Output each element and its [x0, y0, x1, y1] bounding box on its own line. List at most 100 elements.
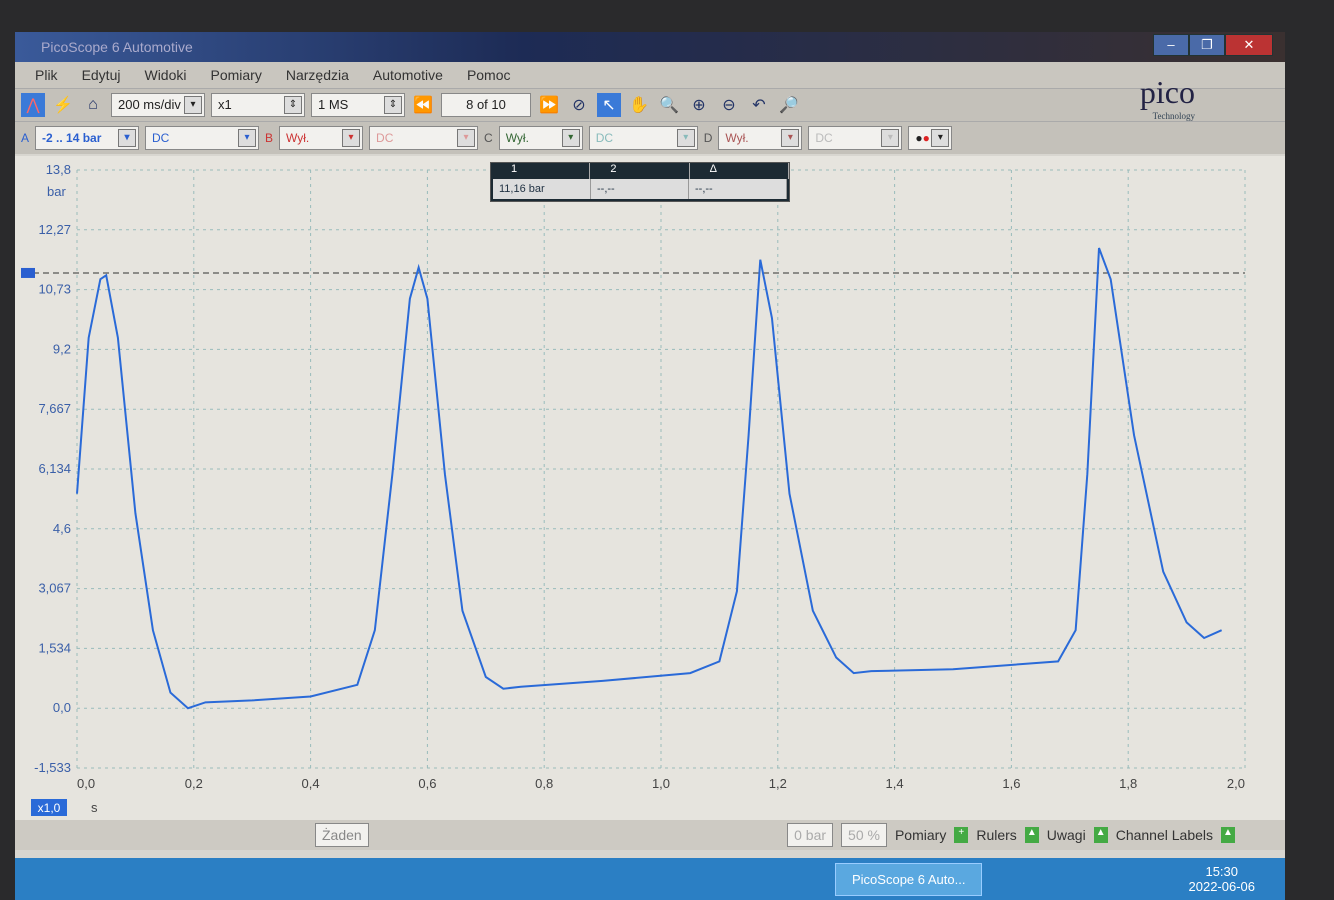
- ruler-header-2: 2: [590, 163, 690, 179]
- minimize-button[interactable]: –: [1153, 34, 1189, 56]
- ruler-handle: [21, 267, 35, 278]
- previous-buffer-icon[interactable]: ⏪: [413, 97, 433, 114]
- x-tick-label: 2,0: [1227, 776, 1245, 791]
- timebase-select[interactable]: 200 ms/div ▾: [111, 93, 205, 117]
- y-tick-label: 7,667: [38, 401, 71, 416]
- ruler-value-2: --,--: [591, 179, 689, 199]
- threshold-field[interactable]: 0 bar: [787, 823, 834, 847]
- pretrigger-field[interactable]: 50 %: [841, 823, 887, 847]
- channel-b-coupling[interactable]: DC ▾: [369, 126, 479, 150]
- bottom-toolbar: Żaden 0 bar 50 % Pomiary + Rulers ▲ Uwagi ▲…: [15, 820, 1285, 850]
- ruler-header-1: 1: [491, 163, 591, 179]
- hand-icon[interactable]: ✋: [629, 97, 649, 114]
- clock-date: 2022-06-06: [1188, 879, 1256, 894]
- system-tray: 15:30 2022-06-06: [1189, 864, 1256, 894]
- x-tick-label: 1,6: [1002, 776, 1020, 791]
- notes-toggle[interactable]: ▲: [1093, 827, 1108, 843]
- taskbar: PicoScope 6 Auto... 15:30 2022-06-06: [15, 858, 1285, 900]
- samples-stepper[interactable]: 1 MS ⇕: [311, 93, 405, 117]
- zoom-stepper[interactable]: x1 ⇕: [211, 93, 305, 117]
- channel-labels-label: Channel Labels: [1115, 827, 1213, 843]
- main-toolbar: ⋀ ⚡ ⌂ 200 ms/div ▾ x1 ⇕ 1 MS ⇕ ⏪ 8 of 10 ⏩ …: [15, 88, 1285, 121]
- y-tick-label: 10,73: [38, 282, 71, 297]
- menu-widoki[interactable]: Widoki: [144, 67, 187, 83]
- menu-edytuj[interactable]: Edytuj: [81, 67, 121, 83]
- y-tick-label: 6,134: [38, 461, 71, 476]
- channel-c-coupling[interactable]: DC ▾: [588, 126, 698, 150]
- ruler-value-1: 11,16 bar: [493, 179, 591, 199]
- add-measurement-button[interactable]: +: [954, 827, 969, 843]
- x-scale-label: x1,0: [38, 801, 61, 815]
- scope-mode-icon[interactable]: ⋀: [21, 93, 45, 117]
- trigger-mode[interactable]: Żaden: [315, 823, 369, 847]
- restore-button[interactable]: ❐: [1189, 34, 1225, 56]
- undo-zoom-icon[interactable]: ↶: [752, 97, 766, 114]
- channel-c-range[interactable]: Wył. ▾: [498, 126, 583, 150]
- buffer-index[interactable]: 8 of 10: [441, 93, 531, 117]
- menu-plik[interactable]: Plik: [35, 67, 58, 83]
- channel-d-label: D: [703, 131, 713, 145]
- x-tick-label: 1,4: [886, 776, 904, 791]
- channel-c-label: C: [484, 131, 493, 145]
- channel-b-label: B: [265, 131, 274, 145]
- y-tick-label: 13,8: [46, 162, 71, 177]
- y-unit-label: bar: [47, 184, 66, 199]
- picoscope-window: PicoScope 6 Automotive – ❐ ✕ Plik Edytuj W…: [15, 32, 1285, 900]
- title-bar: PicoScope 6 Automotive – ❐ ✕: [15, 32, 1285, 62]
- channel-d-range[interactable]: Wył. ▾: [718, 126, 803, 150]
- menu-bar: Plik Edytuj Widoki Pomiary Narzędzia Aut…: [15, 62, 1285, 88]
- menu-pomoc[interactable]: Pomoc: [466, 67, 511, 83]
- x-tick-label: 0,6: [418, 776, 436, 791]
- x-tick-label: 1,8: [1119, 776, 1137, 791]
- rulers-toggle[interactable]: ▲: [1024, 827, 1039, 843]
- measurements-label: Pomiary: [894, 827, 947, 843]
- close-button[interactable]: ✕: [1225, 34, 1273, 56]
- channel-a-label: A: [21, 131, 30, 145]
- clock-time: 15:30: [1205, 864, 1239, 879]
- x-tick-label: 1,2: [769, 776, 787, 791]
- menu-narzedzia[interactable]: Narzędzia: [285, 67, 349, 83]
- ruler-value-delta: --,--: [689, 179, 787, 199]
- compass-icon[interactable]: ⊘: [572, 97, 586, 114]
- menu-pomiary[interactable]: Pomiary: [210, 67, 262, 83]
- x-tick-label: 0,8: [535, 776, 553, 791]
- pico-logo: pico Technology: [1139, 74, 1195, 121]
- x-tick-label: 0,2: [185, 776, 203, 791]
- zoom-out-icon[interactable]: ⊖: [722, 97, 736, 114]
- y-tick-label: 4,6: [53, 521, 71, 536]
- scope-chart[interactable]: 13,8 12,27 10,73 9,2 7,667 6,134 4,6 3,067 1,534…: [15, 156, 1285, 820]
- x-tick-label: 1,0: [652, 776, 670, 791]
- y-tick-label: 12,27: [38, 222, 71, 237]
- zoom-in-icon[interactable]: ⊕: [692, 97, 706, 114]
- x-unit-label: s: [91, 800, 98, 815]
- probe-icon[interactable]: ⚡: [53, 97, 73, 114]
- y-tick-label: 3,067: [38, 581, 71, 596]
- x-scale-badge: [31, 799, 67, 816]
- channel-toolbar: A -2 .. 14 bar ▾ DC ▾ B Wył. ▾ DC ▾ C Wył. ▾ …: [15, 121, 1285, 154]
- channel-b-range[interactable]: Wył. ▾: [279, 126, 364, 150]
- x-tick-label: 0,0: [77, 776, 95, 791]
- zoom-area-icon[interactable]: 🔍: [659, 97, 679, 114]
- menu-automotive[interactable]: Automotive: [372, 67, 443, 83]
- home-icon[interactable]: ⌂: [88, 96, 98, 113]
- zoom-overview-icon[interactable]: 🔎: [779, 97, 799, 114]
- pointer-icon[interactable]: ↖: [597, 93, 621, 117]
- x-tick-label: 0,4: [302, 776, 320, 791]
- ruler-header-delta: Δ: [690, 163, 789, 179]
- y-tick-label: -1,533: [34, 760, 71, 775]
- y-tick-label: 9,2: [53, 341, 71, 356]
- y-tick-label: 1,534: [38, 640, 71, 655]
- y-tick-label: 0,0: [53, 700, 71, 715]
- scope-plot[interactable]: 13,8 12,27 10,73 9,2 7,667 6,134 4,6 3,067 1,534…: [15, 156, 1285, 820]
- rulers-label: Rulers: [976, 827, 1017, 843]
- record-button[interactable]: ●● ▾: [908, 126, 953, 150]
- trace-channel-a: [76, 247, 1223, 710]
- channel-d-coupling[interactable]: DC ▾: [808, 126, 903, 150]
- window-title: PicoScope 6 Automotive: [41, 39, 193, 55]
- taskbar-picoscope[interactable]: PicoScope 6 Auto...: [835, 862, 983, 896]
- channel-a-coupling[interactable]: DC ▾: [145, 126, 260, 150]
- channel-labels-toggle[interactable]: ▲: [1221, 827, 1235, 843]
- channel-a-range[interactable]: -2 .. 14 bar ▾: [35, 126, 140, 150]
- next-buffer-icon[interactable]: ⏩: [539, 97, 559, 114]
